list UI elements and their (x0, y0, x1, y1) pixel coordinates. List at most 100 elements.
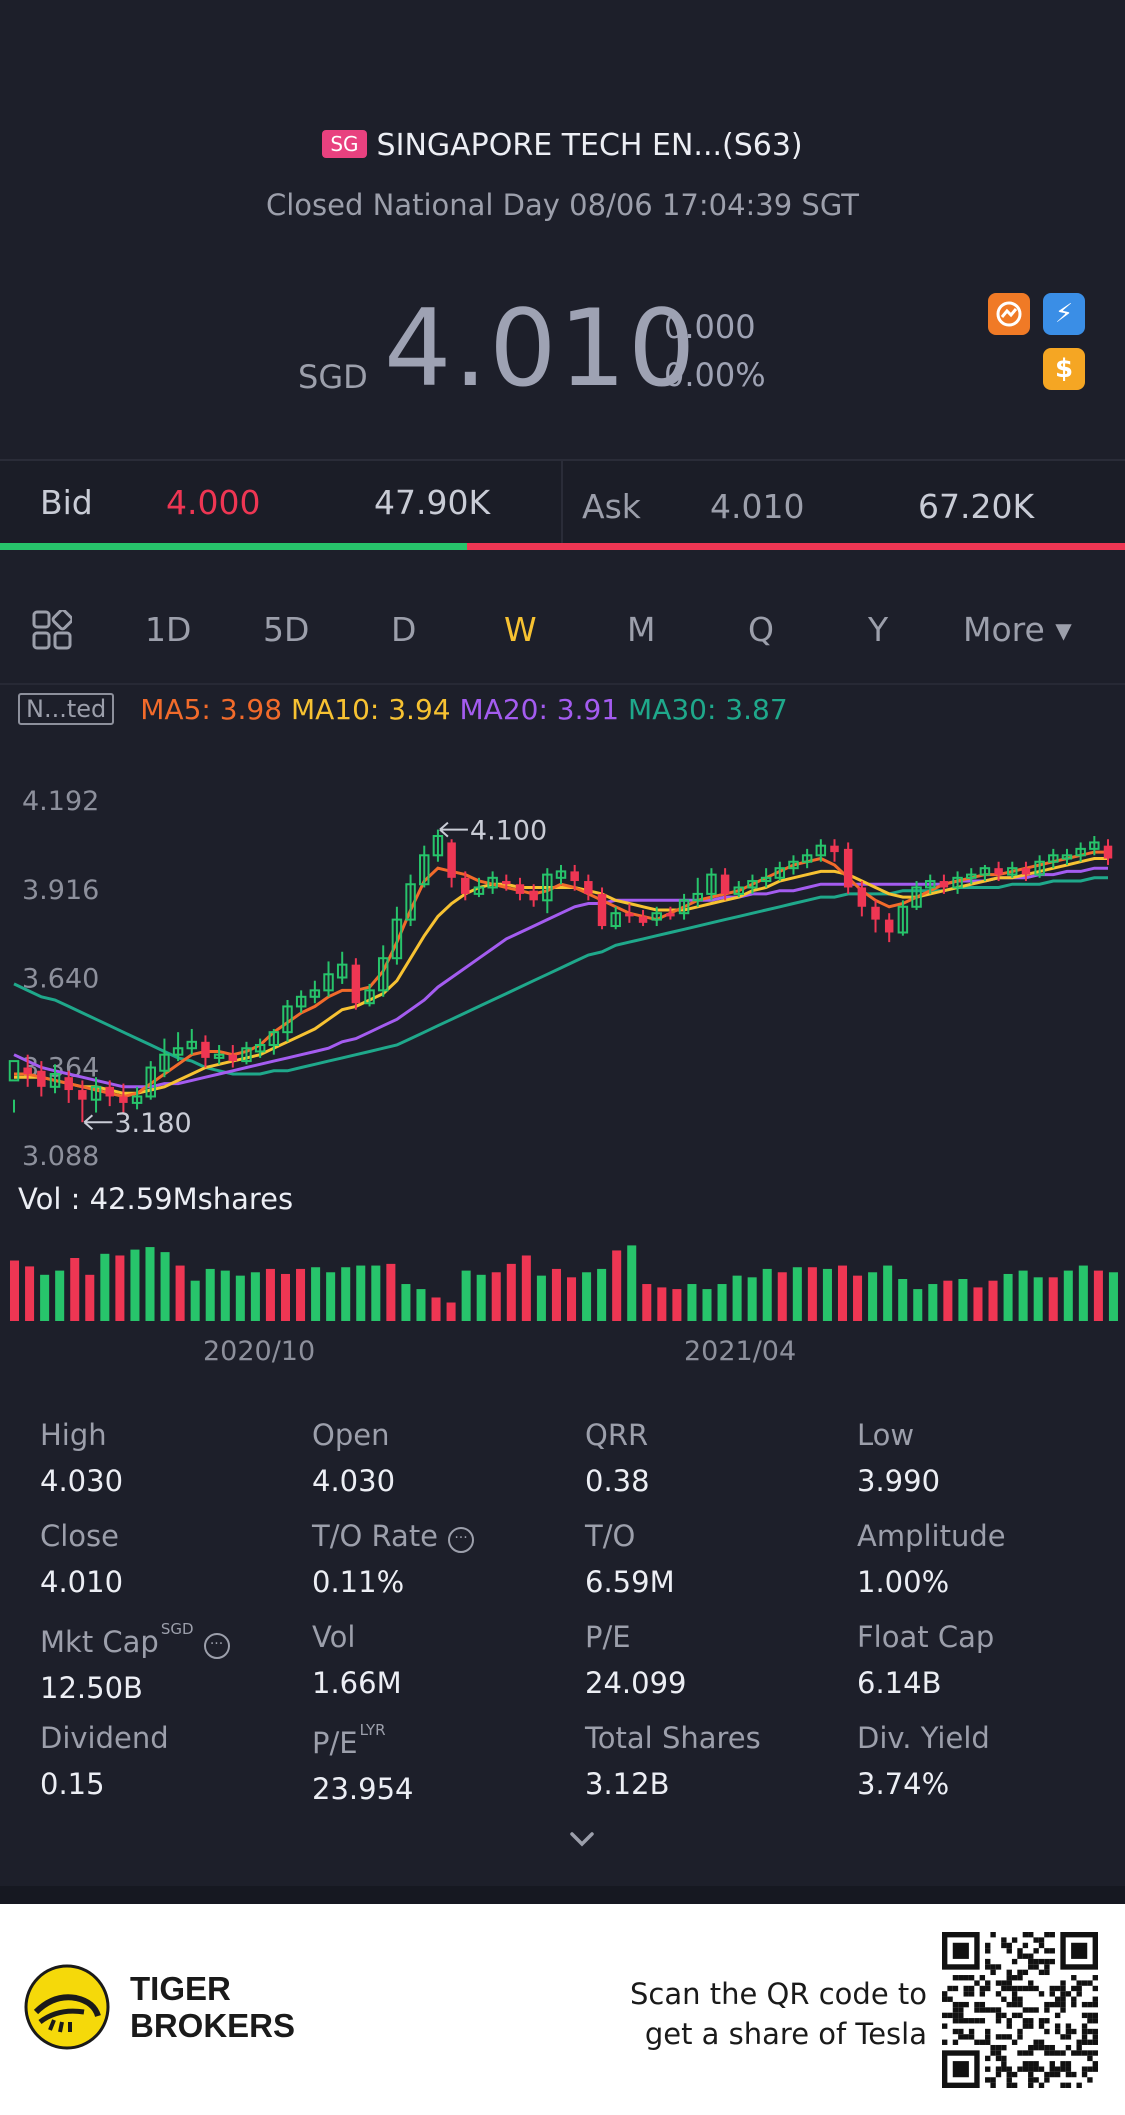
candle-body (461, 877, 470, 894)
info-icon[interactable]: ··· (203, 1633, 230, 1659)
volume-bar (898, 1279, 908, 1321)
volume-bar (612, 1250, 622, 1321)
stat-label: P/E LYR (312, 1721, 572, 1760)
candle (64, 1070, 73, 1103)
stat-label-text: Dividend (40, 1721, 169, 1755)
y-tick-label: 4.192 (22, 786, 99, 817)
hot-icon[interactable] (988, 293, 1030, 335)
volume-bar (1003, 1273, 1013, 1321)
candle-body (788, 860, 799, 870)
stat-superscript: LYR (359, 1721, 386, 1739)
candle-body (213, 1053, 225, 1059)
tab-5d[interactable]: 5D (263, 610, 310, 649)
volume-bar (431, 1297, 441, 1321)
volume-bar (85, 1274, 95, 1321)
divider (0, 683, 1125, 685)
candle-body (610, 912, 621, 928)
candle (201, 1035, 210, 1068)
candle-body (1075, 847, 1086, 857)
candle (213, 1045, 225, 1065)
volume-bar (822, 1268, 832, 1321)
stat-label: Dividend (40, 1721, 300, 1755)
more-button[interactable]: More ▾ (963, 610, 1072, 649)
ma10-label: MA10: 3.94 (290, 693, 451, 726)
candle (966, 868, 977, 885)
volume-bar (521, 1255, 531, 1321)
volume-bar (145, 1247, 155, 1321)
candle-body (924, 880, 936, 889)
x-tick-label: 2020/10 (203, 1336, 316, 1367)
stat-label: T/O (585, 1519, 845, 1553)
chevron-down-icon[interactable] (562, 1826, 602, 1856)
candle (131, 1086, 143, 1110)
market-status: Closed National Day 08/06 17:04:39 SGT (266, 188, 859, 222)
candle (473, 877, 485, 898)
flash-icon[interactable]: ⚡ (1043, 293, 1085, 335)
y-tick-label: 3.640 (22, 964, 99, 995)
candle-body (939, 881, 949, 888)
candle-body (1048, 854, 1059, 863)
candle-body (37, 1070, 46, 1087)
y-tick-label: 3.916 (22, 875, 99, 906)
stat-item: T/O 6.59M (585, 1519, 845, 1599)
stat-label-text: High (40, 1418, 107, 1452)
y-tick-label: 3.088 (22, 1141, 99, 1172)
qr-code-icon[interactable] (942, 1932, 1098, 2088)
candle-body (282, 1005, 293, 1034)
stat-item: P/E LYR 23.954 (312, 1721, 572, 1806)
tab-d[interactable]: D (391, 610, 417, 649)
candle-body (897, 905, 909, 934)
tab-m[interactable]: M (627, 610, 656, 649)
candle (911, 881, 922, 910)
candle (843, 842, 853, 894)
stock-title[interactable]: SG SINGAPORE TECH EN...(S63) (0, 128, 1125, 163)
low-marker-label: 3.180 (114, 1108, 191, 1139)
info-icon[interactable]: ··· (448, 1527, 475, 1553)
dollar-icon[interactable]: $ (1043, 348, 1085, 390)
stat-value: 4.030 (312, 1464, 396, 1498)
tab-y[interactable]: Y (868, 610, 889, 649)
volume-bar (627, 1245, 637, 1321)
candle-body (529, 890, 538, 901)
volume-bar (25, 1266, 35, 1321)
candle-body (720, 874, 730, 894)
candle (625, 903, 634, 923)
candle-body (1034, 860, 1045, 876)
volume-bar (235, 1275, 245, 1321)
candle (49, 1064, 61, 1094)
adjust-button[interactable]: N...ted (18, 693, 115, 725)
candle-body (268, 1031, 280, 1047)
stat-label-text: QRR (585, 1418, 649, 1452)
tab-1d[interactable]: 1D (145, 610, 192, 649)
candle-body (515, 884, 525, 894)
candle (23, 1054, 32, 1087)
volume-chart[interactable] (0, 1235, 1125, 1321)
tab-w[interactable]: W (504, 610, 537, 649)
candle (733, 881, 745, 898)
volume-bar (717, 1284, 727, 1321)
candle (1048, 848, 1059, 869)
stat-label: Mkt Cap SGD ··· (40, 1620, 300, 1659)
candle-body (351, 964, 361, 1004)
grid-icon[interactable] (32, 610, 72, 650)
candle-body (49, 1072, 61, 1088)
stat-item: Div. Yield 3.74% (857, 1721, 1117, 1801)
volume-bar (913, 1289, 923, 1321)
candle-body (857, 887, 867, 907)
candle-body (391, 918, 403, 960)
candle-body (1103, 845, 1113, 859)
tab-q[interactable]: Q (748, 610, 774, 649)
volume-bar (1108, 1272, 1118, 1321)
candle (419, 845, 430, 888)
candle (871, 900, 880, 933)
candle-body (625, 913, 634, 917)
volume-bar (868, 1272, 878, 1321)
ask-ratio-bar (467, 543, 1125, 550)
candle-body (830, 845, 839, 853)
candle (377, 945, 389, 997)
volume-bar (265, 1268, 275, 1321)
stat-label: Open (312, 1418, 572, 1452)
candle-body (871, 906, 880, 920)
candle (37, 1061, 46, 1097)
